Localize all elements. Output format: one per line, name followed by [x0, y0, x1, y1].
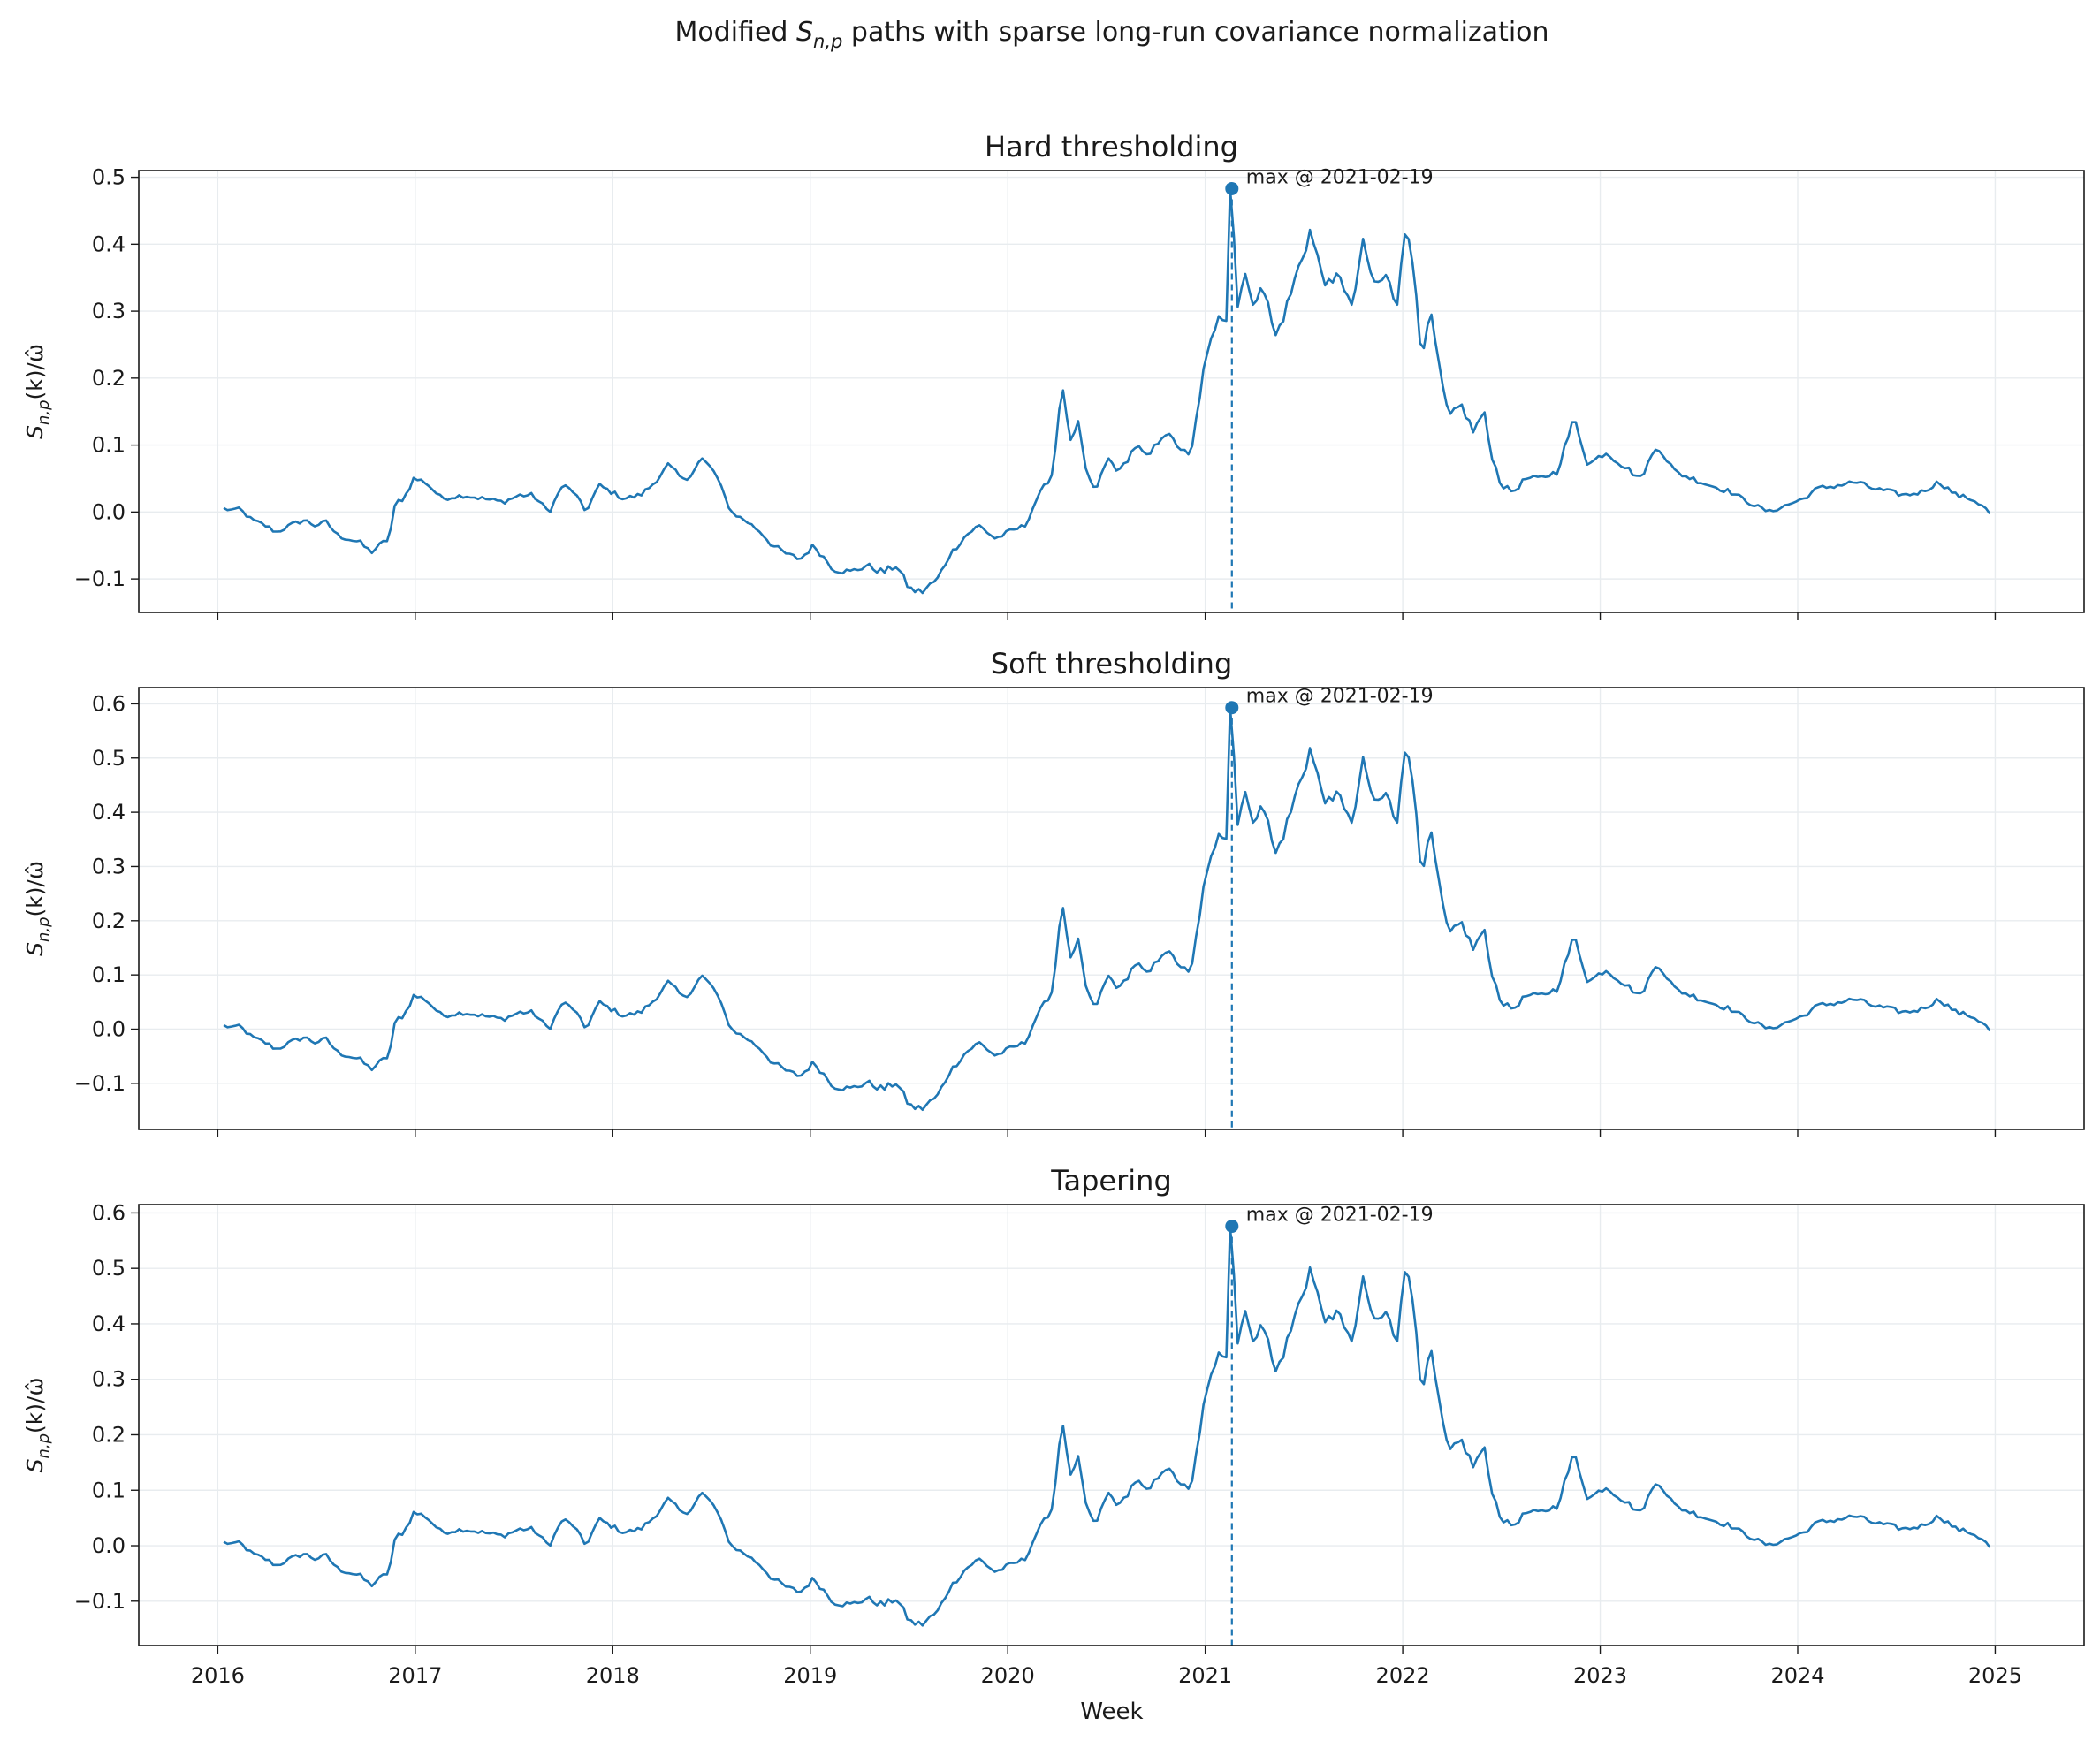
panel-1: max @ 2021-02-19−0.10.00.10.20.30.40.5Ha…: [22, 130, 2085, 620]
x-tick-label: 2023: [1573, 1663, 1627, 1688]
y-tick-label: 0.0: [92, 1533, 126, 1558]
y-label-subscript: n,p: [34, 1433, 53, 1459]
series-line: [223, 1225, 1991, 1627]
y-tick-label: −0.1: [74, 566, 126, 591]
panel-title: Hard thresholding: [985, 130, 1238, 163]
y-tick-label: 0.0: [92, 499, 126, 524]
y-tick-label: 0.5: [92, 165, 126, 190]
x-tick-label: 2021: [1178, 1663, 1232, 1688]
y-label-symbol: S: [22, 1458, 48, 1472]
y-tick-label: 0.6: [92, 1200, 126, 1225]
y-tick-label: 0.4: [92, 800, 126, 825]
y-label-rest: (k)/ω̂: [22, 344, 48, 399]
x-tick-label: 2024: [1770, 1663, 1824, 1688]
figure-title-prefix: Modified: [674, 17, 796, 48]
figure-title-symbol: S: [796, 17, 813, 48]
y-tick-label: 0.3: [92, 1367, 126, 1392]
y-tick-label: −0.1: [74, 1589, 126, 1614]
y-tick-label: 0.5: [92, 746, 126, 771]
y-tick-label: 0.5: [92, 1256, 126, 1281]
panel-title: Tapering: [1050, 1164, 1172, 1197]
x-tick-label: 2018: [586, 1663, 640, 1688]
axes-frame: [138, 687, 2085, 1130]
x-axis-label: Week: [1080, 1699, 1143, 1725]
y-tick-label: 0.1: [92, 433, 126, 458]
y-tick-label: 0.4: [92, 232, 126, 256]
axes-frame: [138, 1204, 2085, 1646]
series-line: [223, 187, 1991, 595]
axes-frame: [138, 170, 2085, 613]
y-axis-label: Sn,p(k)/ω̂: [22, 861, 53, 956]
panel-3: max @ 2021-02-19 −0.1 0.0 0.1 0.2 0.3 0.4 0.5 0.…: [22, 1164, 2085, 1688]
y-tick-label: 0.2: [92, 909, 126, 933]
max-annotation: max @ 2021-02-19: [1246, 1204, 1434, 1226]
x-tick-label: 2016: [191, 1663, 245, 1688]
y-label-rest: (k)/ω̂: [22, 861, 48, 916]
figure-title: Modified Sn,p paths with sparse long-run…: [674, 17, 1548, 52]
max-marker: [1225, 701, 1239, 715]
x-tick-label: 2022: [1376, 1663, 1430, 1688]
y-tick-label: 0.2: [92, 1422, 126, 1447]
x-tick-label: 2017: [388, 1663, 442, 1688]
y-tick-label: 0.0: [92, 1017, 126, 1042]
y-axis-label: Sn,p(k)/ω̂: [22, 1378, 53, 1473]
x-tick-label: 2020: [981, 1663, 1035, 1688]
y-axis-label: Sn,p(k)/ω̂: [22, 344, 53, 439]
max-marker: [1225, 1219, 1239, 1233]
max-annotation: max @ 2021-02-19: [1246, 686, 1434, 708]
y-tick-label: 0.4: [92, 1311, 126, 1336]
figure-title-suffix: paths with sparse long-run covariance no…: [842, 17, 1548, 48]
y-tick-label: −0.1: [74, 1071, 126, 1096]
panels-group: max @ 2021-02-19 −0.1 0.0 0.1 0.2 0.3 0.4 0.5 Ha…: [22, 130, 2085, 1688]
y-tick-label: 0.1: [92, 1478, 126, 1502]
y-tick-label: 0.1: [92, 962, 126, 987]
y-tick-label: 0.2: [92, 366, 126, 391]
max-marker: [1225, 181, 1239, 195]
y-tick-label: 0.3: [92, 854, 126, 878]
y-label-symbol: S: [22, 942, 48, 956]
y-label-subscript: n,p: [34, 916, 53, 942]
panel-2: max @ 2021-02-19 −0.1 0.0 0.1 0.2 0.3 0.4 0.5 0.…: [22, 647, 2085, 1137]
y-label-symbol: S: [22, 425, 48, 439]
y-tick-label: 0.3: [92, 299, 126, 323]
series-line: [223, 706, 1991, 1111]
x-tick-label: 2025: [1968, 1663, 2022, 1688]
y-tick-label: 0.6: [92, 691, 126, 716]
panel-title: Soft thresholding: [991, 647, 1233, 680]
y-label-subscript: n,p: [34, 399, 53, 425]
y-label-rest: (k)/ω̂: [22, 1378, 48, 1433]
figure-title-subscript: n,p: [813, 31, 842, 52]
x-tick-label: 2019: [783, 1663, 837, 1688]
